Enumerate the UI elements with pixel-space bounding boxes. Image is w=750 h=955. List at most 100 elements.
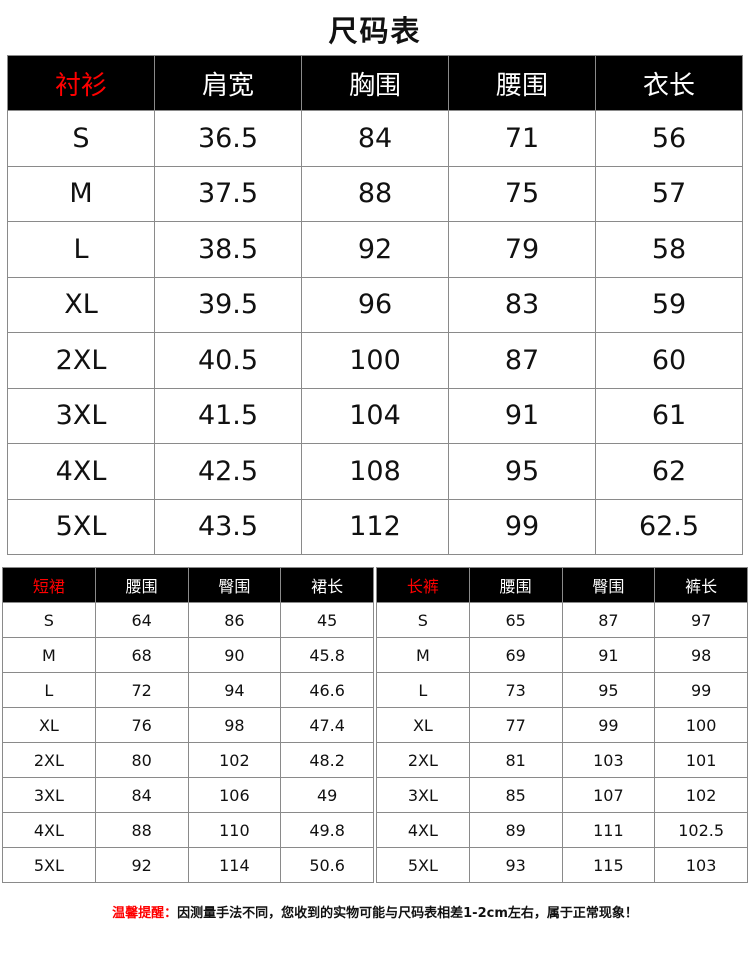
measurement-cell: 88	[94, 812, 189, 848]
category-header: 长裤	[376, 567, 470, 603]
measurement-cell: 61	[595, 387, 743, 444]
size-label: M	[2, 637, 96, 673]
measurement-cell: 108	[301, 443, 449, 500]
measurement-cell: 65	[468, 602, 563, 638]
measurement-cell: 42.5	[154, 443, 302, 500]
size-label: L	[376, 672, 470, 708]
measurement-cell: 103	[654, 847, 748, 883]
measurement-cell: 41.5	[154, 387, 302, 444]
size-label: XL	[2, 707, 96, 743]
measurement-cell: 46.6	[280, 672, 374, 708]
column-header: 腰围	[468, 567, 563, 603]
column-header: 胸围	[301, 55, 449, 111]
table-row: XL 76 98 47.4	[2, 707, 374, 743]
table-row: XL 39.5 96 83 59	[7, 276, 743, 333]
column-header: 裤长	[654, 567, 748, 603]
measurement-cell: 93	[468, 847, 563, 883]
measurement-cell: 89	[468, 812, 563, 848]
size-label: 5XL	[7, 498, 155, 555]
measurement-cell: 43.5	[154, 498, 302, 555]
table-row: S 36.5 84 71 56	[7, 110, 743, 167]
table-row: 2XL 80 102 48.2	[2, 742, 374, 778]
table-row: 3XL 85 107 102	[376, 777, 748, 813]
table-row: 3XL 84 106 49	[2, 777, 374, 813]
shirt-size-table: 衬衫 肩宽 胸围 腰围 衣长 S 36.5 84 71 56 M 37.5 88 75 57 L 38.5 92 7…	[7, 55, 743, 555]
measurement-cell: 95	[561, 672, 656, 708]
measurement-cell: 69	[468, 637, 563, 673]
header-row: 短裙 腰围 臀围 裙长	[2, 567, 374, 603]
size-label: 2XL	[376, 742, 470, 778]
table-row: 4XL 88 110 49.8	[2, 812, 374, 848]
measurement-cell: 45.8	[280, 637, 374, 673]
size-label: 3XL	[2, 777, 96, 813]
size-label: 4XL	[7, 443, 155, 500]
reminder-text: 因测量手法不同，您收到的实物可能与尺码表相差1-2cm左右，属于正常现象！	[177, 906, 638, 921]
measurement-cell: 97	[654, 602, 748, 638]
table-row: L 72 94 46.6	[2, 672, 374, 708]
measurement-cell: 101	[654, 742, 748, 778]
column-header: 臀围	[561, 567, 656, 603]
table-row: L 38.5 92 79 58	[7, 221, 743, 278]
column-header: 臀围	[187, 567, 282, 603]
table-row: 5XL 92 114 50.6	[2, 847, 374, 883]
measurement-cell: 98	[654, 637, 748, 673]
size-label: L	[7, 221, 155, 278]
measurement-cell: 99	[561, 707, 656, 743]
measurement-cell: 79	[448, 221, 596, 278]
measurement-cell: 111	[561, 812, 656, 848]
size-label: S	[2, 602, 96, 638]
table-row: M 69 91 98	[376, 637, 748, 673]
measurement-cell: 92	[94, 847, 189, 883]
page-title: 尺码表	[328, 14, 422, 48]
measurement-cell: 73	[468, 672, 563, 708]
measurement-cell: 102	[654, 777, 748, 813]
measurement-cell: 84	[301, 110, 449, 167]
size-label: 3XL	[376, 777, 470, 813]
measurement-cell: 91	[448, 387, 596, 444]
measurement-cell: 81	[468, 742, 563, 778]
table-row: L 73 95 99	[376, 672, 748, 708]
measurement-cell: 40.5	[154, 332, 302, 389]
measurement-cell: 91	[561, 637, 656, 673]
size-label: XL	[376, 707, 470, 743]
measurement-cell: 106	[187, 777, 282, 813]
measurement-cell: 86	[187, 602, 282, 638]
table-row: XL 77 99 100	[376, 707, 748, 743]
measurement-cell: 71	[448, 110, 596, 167]
reminder-note: 温馨提醒：因测量手法不同，您收到的实物可能与尺码表相差1-2cm左右，属于正常现…	[0, 902, 750, 921]
measurement-cell: 84	[94, 777, 189, 813]
measurement-cell: 49.8	[280, 812, 374, 848]
measurement-cell: 100	[654, 707, 748, 743]
table-row: 5XL 93 115 103	[376, 847, 748, 883]
measurement-cell: 62	[595, 443, 743, 500]
measurement-cell: 102	[187, 742, 282, 778]
table-row: 4XL 42.5 108 95 62	[7, 443, 743, 500]
size-label: 5XL	[2, 847, 96, 883]
measurement-cell: 48.2	[280, 742, 374, 778]
category-header: 衬衫	[7, 55, 155, 111]
measurement-cell: 85	[468, 777, 563, 813]
size-label: M	[7, 165, 155, 222]
size-label: L	[2, 672, 96, 708]
measurement-cell: 104	[301, 387, 449, 444]
table-row: M 68 90 45.8	[2, 637, 374, 673]
measurement-cell: 38.5	[154, 221, 302, 278]
measurement-cell: 59	[595, 276, 743, 333]
measurement-cell: 68	[94, 637, 189, 673]
measurement-cell: 76	[94, 707, 189, 743]
measurement-cell: 47.4	[280, 707, 374, 743]
measurement-cell: 50.6	[280, 847, 374, 883]
measurement-cell: 83	[448, 276, 596, 333]
measurement-cell: 87	[561, 602, 656, 638]
measurement-cell: 112	[301, 498, 449, 555]
table-row: 2XL 40.5 100 87 60	[7, 332, 743, 389]
size-label: 5XL	[376, 847, 470, 883]
table-row: M 37.5 88 75 57	[7, 165, 743, 222]
measurement-cell: 49	[280, 777, 374, 813]
measurement-cell: 57	[595, 165, 743, 222]
table-row: S 65 87 97	[376, 602, 748, 638]
measurement-cell: 107	[561, 777, 656, 813]
measurement-cell: 56	[595, 110, 743, 167]
size-label: 4XL	[376, 812, 470, 848]
measurement-cell: 114	[187, 847, 282, 883]
